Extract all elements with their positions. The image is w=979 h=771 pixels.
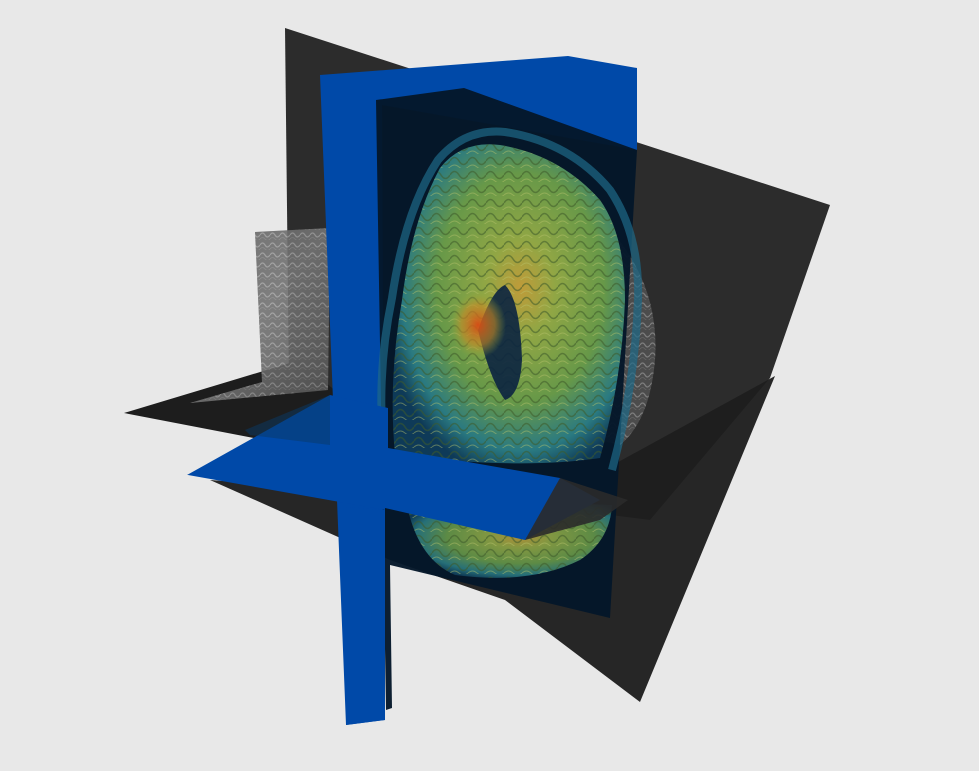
dark-strip-horizontal	[525, 478, 628, 540]
brain-fmri-overlay	[377, 127, 643, 578]
blue-slice-plane-vertical-front	[346, 507, 385, 725]
